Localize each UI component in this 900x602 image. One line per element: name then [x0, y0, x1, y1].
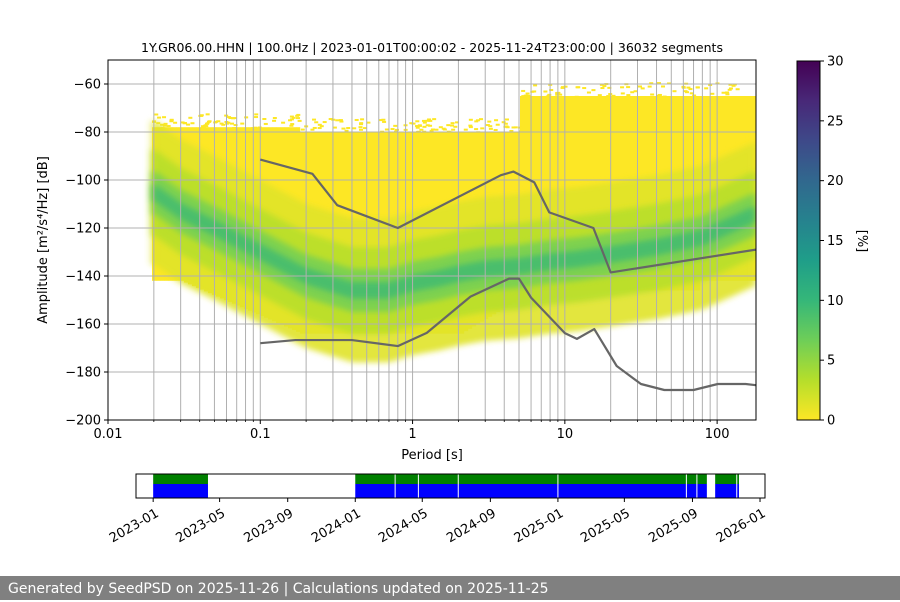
x-tick-label: 100 [705, 427, 730, 442]
chart-title: 1Y.GR06.00.HHN | 100.0Hz | 2023-01-01T00… [141, 40, 723, 55]
colorbar-gradient [796, 60, 821, 421]
timeline-tick-label: 2026-01 [714, 506, 769, 546]
colorbar-tick-label: 30 [827, 55, 844, 70]
y-tick-label: −100 [65, 174, 101, 189]
y-tick-label: −120 [65, 222, 101, 237]
x-axis-label: Period [s] [401, 448, 463, 463]
x-tick-label: 10 [557, 427, 574, 442]
colorbar-ticks: 0 5 10 15 20 25 30 [820, 55, 844, 429]
y-tick-label: −80 [74, 126, 101, 141]
colorbar-tick-label: 0 [827, 414, 835, 429]
x-axis: 0.01 0.1 1 10 100 [94, 420, 730, 442]
y-tick-label: −60 [74, 78, 101, 93]
x-tick-label: 0.1 [250, 427, 271, 442]
colorbar-tick-label: 5 [827, 354, 835, 369]
timeline-tick-label: 2023-09 [242, 506, 297, 546]
availability-timeline: 2023-01 2023-05 2023-09 2024-01 2024-05 2024-… [107, 473, 768, 546]
y-axis: −200 −180 −160 −140 −120 −100 −80 −60 [65, 78, 108, 429]
data-availability-segment [355, 474, 707, 484]
psd-availability-segment [355, 484, 707, 498]
y-tick-label: −140 [65, 270, 101, 285]
psd-density-bands [152, 120, 756, 363]
timeline-frame [135, 473, 766, 499]
timeline-tick-label: 2025-05 [578, 506, 633, 546]
colorbar-tick-label: 10 [827, 294, 844, 309]
colorbar-tick-label: 15 [827, 234, 844, 249]
x-tick-label: 0.01 [94, 427, 123, 442]
timeline-tick-label: 2024-05 [376, 506, 431, 546]
y-axis-label: Amplitude [m²/s⁴/Hz] [dB] [36, 156, 51, 324]
timeline-tick-label: 2024-09 [444, 506, 499, 546]
colorbar-tick-label: 25 [827, 114, 844, 129]
psd-heatmap [108, 60, 756, 420]
nlnm-curve [260, 277, 756, 392]
timeline-tick-label: 2025-01 [512, 506, 567, 546]
timeline-tick-label: 2024-01 [309, 506, 364, 546]
x-tick-label: 1 [408, 427, 416, 442]
data-availability-segment [715, 474, 739, 484]
plot-gridlines [108, 60, 756, 420]
timeline-tick-label: 2023-01 [107, 506, 162, 546]
timeline-tick-label: 2023-05 [173, 506, 228, 546]
nhnm-curve [259, 158, 756, 274]
colorbar-label: [%] [854, 230, 869, 253]
y-tick-label: −200 [65, 414, 101, 429]
data-availability-segment [153, 474, 208, 484]
colorbar: 0 5 10 15 20 25 30 [%] [796, 55, 869, 429]
footer-text: Generated by SeedPSD on 2025-11-26 | Cal… [8, 581, 549, 597]
psd-availability-segment [715, 484, 739, 498]
y-tick-label: −160 [65, 318, 101, 333]
timeline-rows [153, 474, 739, 498]
plot-frame [107, 59, 757, 421]
colorbar-tick-label: 20 [827, 174, 844, 189]
y-tick-label: −180 [65, 366, 101, 381]
psd-availability-segment [153, 484, 208, 498]
timeline-ticks: 2023-01 2023-05 2023-09 2024-01 2024-05 2024-… [107, 498, 768, 546]
footer-banner: Generated by SeedPSD on 2025-11-26 | Cal… [0, 576, 900, 600]
noise-model-curves [259, 158, 756, 392]
timeline-tick-label: 2025-09 [646, 506, 701, 546]
